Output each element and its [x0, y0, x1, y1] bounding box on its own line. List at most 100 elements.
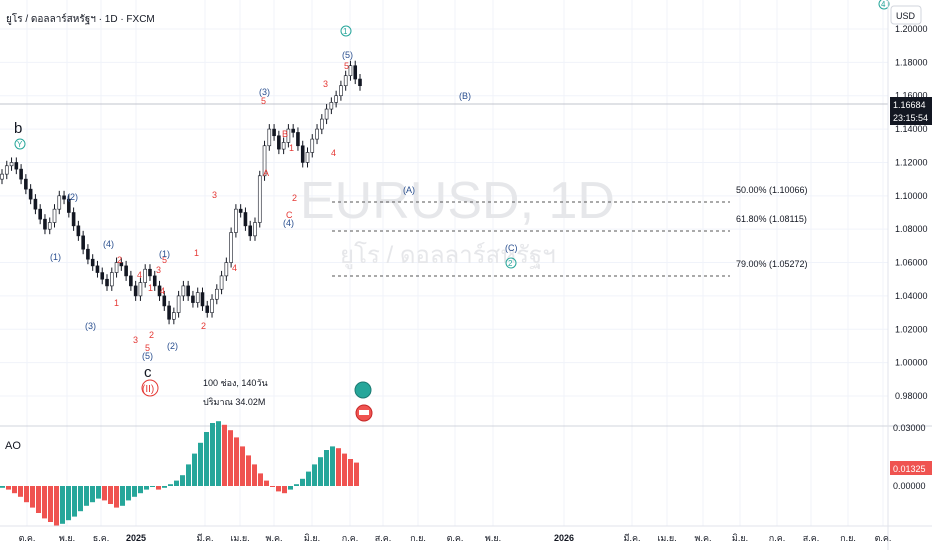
wave-label-r1c: 1: [194, 248, 199, 258]
ao-bar: [222, 424, 227, 486]
wave-label-p2-left: (2): [67, 192, 78, 202]
ao-bar: [126, 486, 131, 501]
candle-body: [105, 278, 109, 287]
ao-bar: [294, 484, 299, 486]
candle-body: [109, 272, 114, 287]
time-tick-label: ต.ค.: [447, 533, 464, 543]
ao-bar: [102, 486, 107, 501]
ao-bar: [144, 486, 149, 490]
ao-bar: [120, 486, 125, 506]
watermark-symbol: EURUSD, 1D: [300, 172, 615, 230]
wave-label-r4d: 4: [331, 148, 336, 158]
candle-body: [262, 145, 267, 177]
wave-label-r3a: 3: [133, 335, 138, 345]
ao-bar: [78, 486, 83, 512]
ao-bar: [252, 464, 257, 486]
candle-body: [143, 268, 147, 283]
price-tick-label: 0.98000: [895, 391, 928, 401]
price-tick-label: 1.14000: [895, 124, 928, 134]
time-tick-label: เม.ย.: [230, 533, 249, 543]
countdown-value: 23:15:54: [893, 113, 928, 123]
ao-bar: [186, 464, 191, 486]
ao-bar: [150, 486, 155, 487]
wave-label-p3-left: (3): [85, 321, 96, 331]
candle-body: [253, 222, 257, 237]
price-tick-label: 1.10000: [895, 191, 928, 201]
wave-label-r5c: 5: [261, 96, 266, 106]
price-tick-label: 1.08000: [895, 224, 928, 234]
time-tick-label: ส.ค.: [803, 533, 820, 543]
ao-indicator-label[interactable]: AO: [5, 440, 21, 452]
wave-label-p3-mid: (3): [259, 87, 270, 97]
info-volume: ปริมาณ 34.02M: [203, 397, 265, 407]
wave-label-II: (II): [142, 384, 154, 395]
candle-body: [4, 165, 9, 175]
currency-button[interactable]: [890, 5, 922, 25]
ao-bar: [66, 486, 71, 521]
ao-bar: [318, 457, 323, 486]
candle-body: [210, 298, 214, 313]
wave-label-r2d: 2: [292, 193, 297, 203]
wave-label-r5b: 5: [162, 255, 167, 265]
event-dividend-icon[interactable]: [354, 381, 372, 399]
ao-bar: [276, 486, 281, 492]
candle-body: [172, 312, 176, 320]
wave-circle-Y: [14, 138, 26, 150]
time-tick-label: ก.ย.: [840, 533, 856, 543]
candle-body: [272, 128, 276, 137]
wave-label-r3c: 3: [212, 190, 217, 200]
wave-label-pA: (A): [403, 185, 415, 195]
candle-body: [47, 222, 52, 230]
candle-body: [71, 212, 76, 227]
ao-bar: [330, 446, 335, 486]
wave-label-pC: (C): [505, 243, 518, 253]
ao-bar: [216, 421, 221, 486]
ao-tick-zero: 0.00000: [893, 481, 926, 491]
ao-bar: [324, 450, 329, 486]
price-tick-label: 1.02000: [895, 324, 928, 334]
time-tick-label: มิ.ย.: [732, 533, 748, 543]
wave-label-B: B: [282, 129, 288, 139]
ao-bar: [264, 480, 269, 486]
wave-labels: b Y (1) (2) (3) (4) (5) c (II) 2 1 4 3 5…: [14, 0, 890, 397]
candle-body: [248, 225, 253, 237]
candle-body: [24, 178, 28, 190]
candle-body: [28, 188, 33, 200]
wave-circle-II: [141, 379, 159, 397]
wave-label-p4-mid: (4): [283, 218, 294, 228]
ao-bar: [156, 486, 161, 490]
chart-title[interactable]: ยูโร / ดอลลาร์สหรัฐฯ · 1D · FXCM: [6, 12, 155, 25]
candle-body: [76, 225, 81, 237]
wave-circle-4: [878, 0, 890, 10]
ao-bar: [48, 486, 53, 522]
candle-body: [305, 152, 310, 163]
wave-label-r3d: 3: [323, 79, 328, 89]
ao-bar: [132, 486, 137, 497]
ao-bar: [54, 486, 59, 526]
wave-label-r1a: 1: [114, 298, 119, 308]
candle-body: [195, 292, 200, 303]
ao-bar: [84, 486, 89, 506]
candle-body: [100, 272, 105, 280]
candle-body: [219, 275, 224, 290]
wave-label-circle-2: 2: [508, 259, 513, 268]
candle-body: [238, 208, 243, 213]
candle-body: [86, 248, 90, 260]
ao-bar: [12, 486, 17, 494]
last-price-badge: [890, 97, 932, 125]
ao-bar: [198, 442, 203, 486]
candle-body: [310, 138, 315, 153]
info-bars: 100 ช่อง, 140วัน: [203, 378, 268, 388]
ao-bar: [258, 473, 263, 486]
candle-body: [124, 265, 128, 277]
candle-body: [281, 142, 286, 150]
candle-body: [286, 128, 291, 143]
candle-body: [277, 135, 281, 150]
event-flag-stripe-icon: [359, 410, 369, 415]
candle-body: [14, 162, 19, 170]
candle-body: [152, 275, 157, 287]
wave-label-p5-top: (5): [342, 50, 353, 60]
candle-body: [320, 118, 324, 130]
wave-circle-2: [505, 257, 517, 269]
